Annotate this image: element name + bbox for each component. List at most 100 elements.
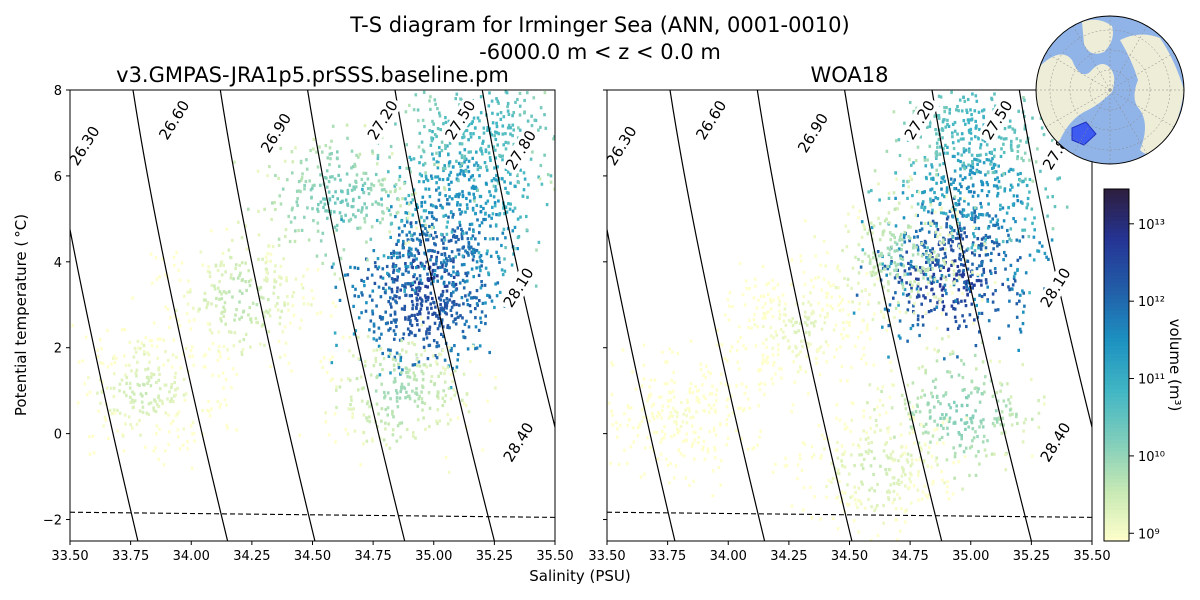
volume-cell [876,482,879,486]
volume-cell [714,393,718,397]
volume-cell [857,307,861,311]
volume-cell [935,141,939,145]
volume-cell [894,264,898,268]
volume-cell [402,385,405,389]
volume-cell [159,337,162,341]
volume-cell [410,192,414,197]
volume-cell [977,387,980,391]
volume-cell [757,404,760,408]
volume-cell [885,273,888,277]
volume-cell [438,145,441,150]
volume-cell [1009,395,1013,399]
volume-cell [297,180,301,184]
volume-cell [459,203,462,207]
volume-cell [439,371,443,375]
volume-cell [506,126,510,130]
volume-cell [462,286,466,290]
volume-cell [908,485,911,489]
volume-cell [511,209,515,213]
volume-cell [410,323,414,327]
volume-cell [1027,234,1031,239]
volume-cell [459,97,462,101]
volume-cell [446,144,449,148]
volume-cell [303,215,306,219]
volume-cell [658,412,662,417]
volume-cell [1017,183,1020,187]
volume-cell [279,282,282,287]
volume-cell [329,212,332,216]
volume-cell [889,483,892,487]
volume-cell [935,114,939,118]
volume-cell [353,164,357,168]
volume-cell [1042,402,1046,406]
volume-cell [484,314,487,318]
volume-cell [406,211,410,215]
volume-cell [920,227,924,231]
volume-cell [796,463,800,467]
volume-cell [726,297,730,302]
volume-cell [478,136,481,140]
volume-cell [973,171,976,176]
volume-cell [914,159,918,163]
volume-cell [466,237,470,241]
volume-cell [871,317,875,322]
volume-cell [951,291,954,295]
volume-cell [667,416,671,420]
volume-cell [415,286,418,290]
volume-cell [428,325,432,329]
volume-cell [794,330,798,335]
volume-cell [941,413,944,417]
volume-cell [876,504,879,508]
volume-cell [860,453,864,457]
volume-cell [995,184,999,188]
volume-cell [366,400,370,404]
volume-cell [479,194,483,199]
volume-cell [993,267,997,271]
volume-cell [178,278,182,282]
volume-cell [414,191,417,195]
volume-cell [96,348,99,352]
density-contour-26.90 [756,90,853,541]
volume-cell [405,390,408,394]
volume-cell [540,182,544,186]
volume-cell [652,417,656,421]
volume-cell [467,325,471,329]
volume-cell [398,421,401,425]
volume-cell [912,161,915,165]
volume-cell [967,190,971,194]
x-tick-label: 35.00 [415,549,452,564]
volume-cell [424,299,428,303]
volume-cell [660,395,663,399]
volume-cell [349,265,352,269]
volume-cell [707,403,711,407]
volume-cell [847,229,850,234]
volume-cell [820,454,823,458]
volume-cell [713,408,717,412]
volume-cell [787,319,791,323]
volume-cell [462,335,465,339]
colorbar-swatch [1104,251,1129,257]
volume-cell [924,164,928,168]
volume-cell [433,273,436,277]
volume-cell [1021,440,1025,444]
volume-cell [761,361,764,365]
volume-cell [472,229,475,233]
volume-cell [778,316,781,321]
volume-cell [387,422,390,426]
volume-cell [280,309,283,313]
volume-cell [754,344,758,348]
volume-cell [473,248,477,252]
volume-cell [124,363,128,367]
volume-cell [925,285,928,289]
volume-cell [974,126,978,130]
volume-cell [474,325,478,329]
volume-cell [829,304,833,308]
volume-cell [525,228,529,232]
volume-cell [419,155,423,159]
volume-cell [887,318,891,323]
volume-cell [962,362,966,366]
volume-cell [871,231,874,235]
volume-cell [218,290,222,294]
volume-cell [433,312,437,316]
volume-cell [330,152,333,156]
